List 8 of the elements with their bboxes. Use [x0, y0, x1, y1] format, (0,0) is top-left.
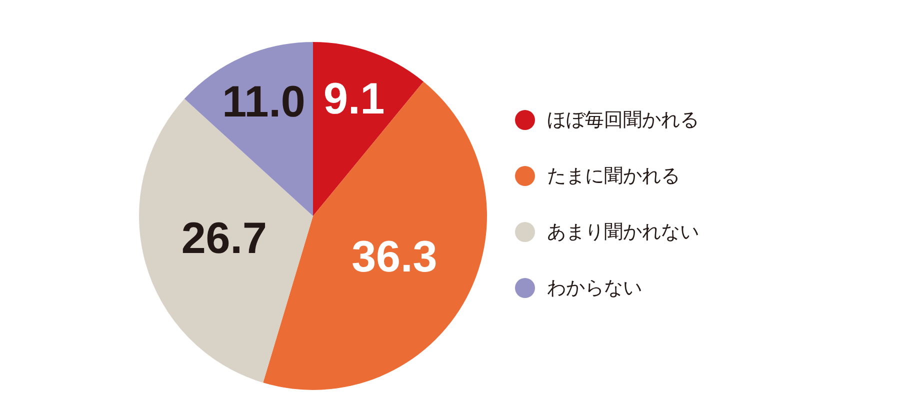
data-label: 26.7 — [181, 214, 267, 263]
legend-label: ほぼ毎回聞かれる — [547, 108, 699, 133]
data-label: 11.0 — [222, 78, 306, 127]
data-label: 36.3 — [352, 232, 438, 282]
legend-label: わからない — [547, 276, 642, 301]
data-label: 9.1 — [323, 74, 385, 124]
legend-label: たまに聞かれる — [547, 164, 680, 189]
legend-label: あまり聞かれない — [547, 220, 699, 245]
